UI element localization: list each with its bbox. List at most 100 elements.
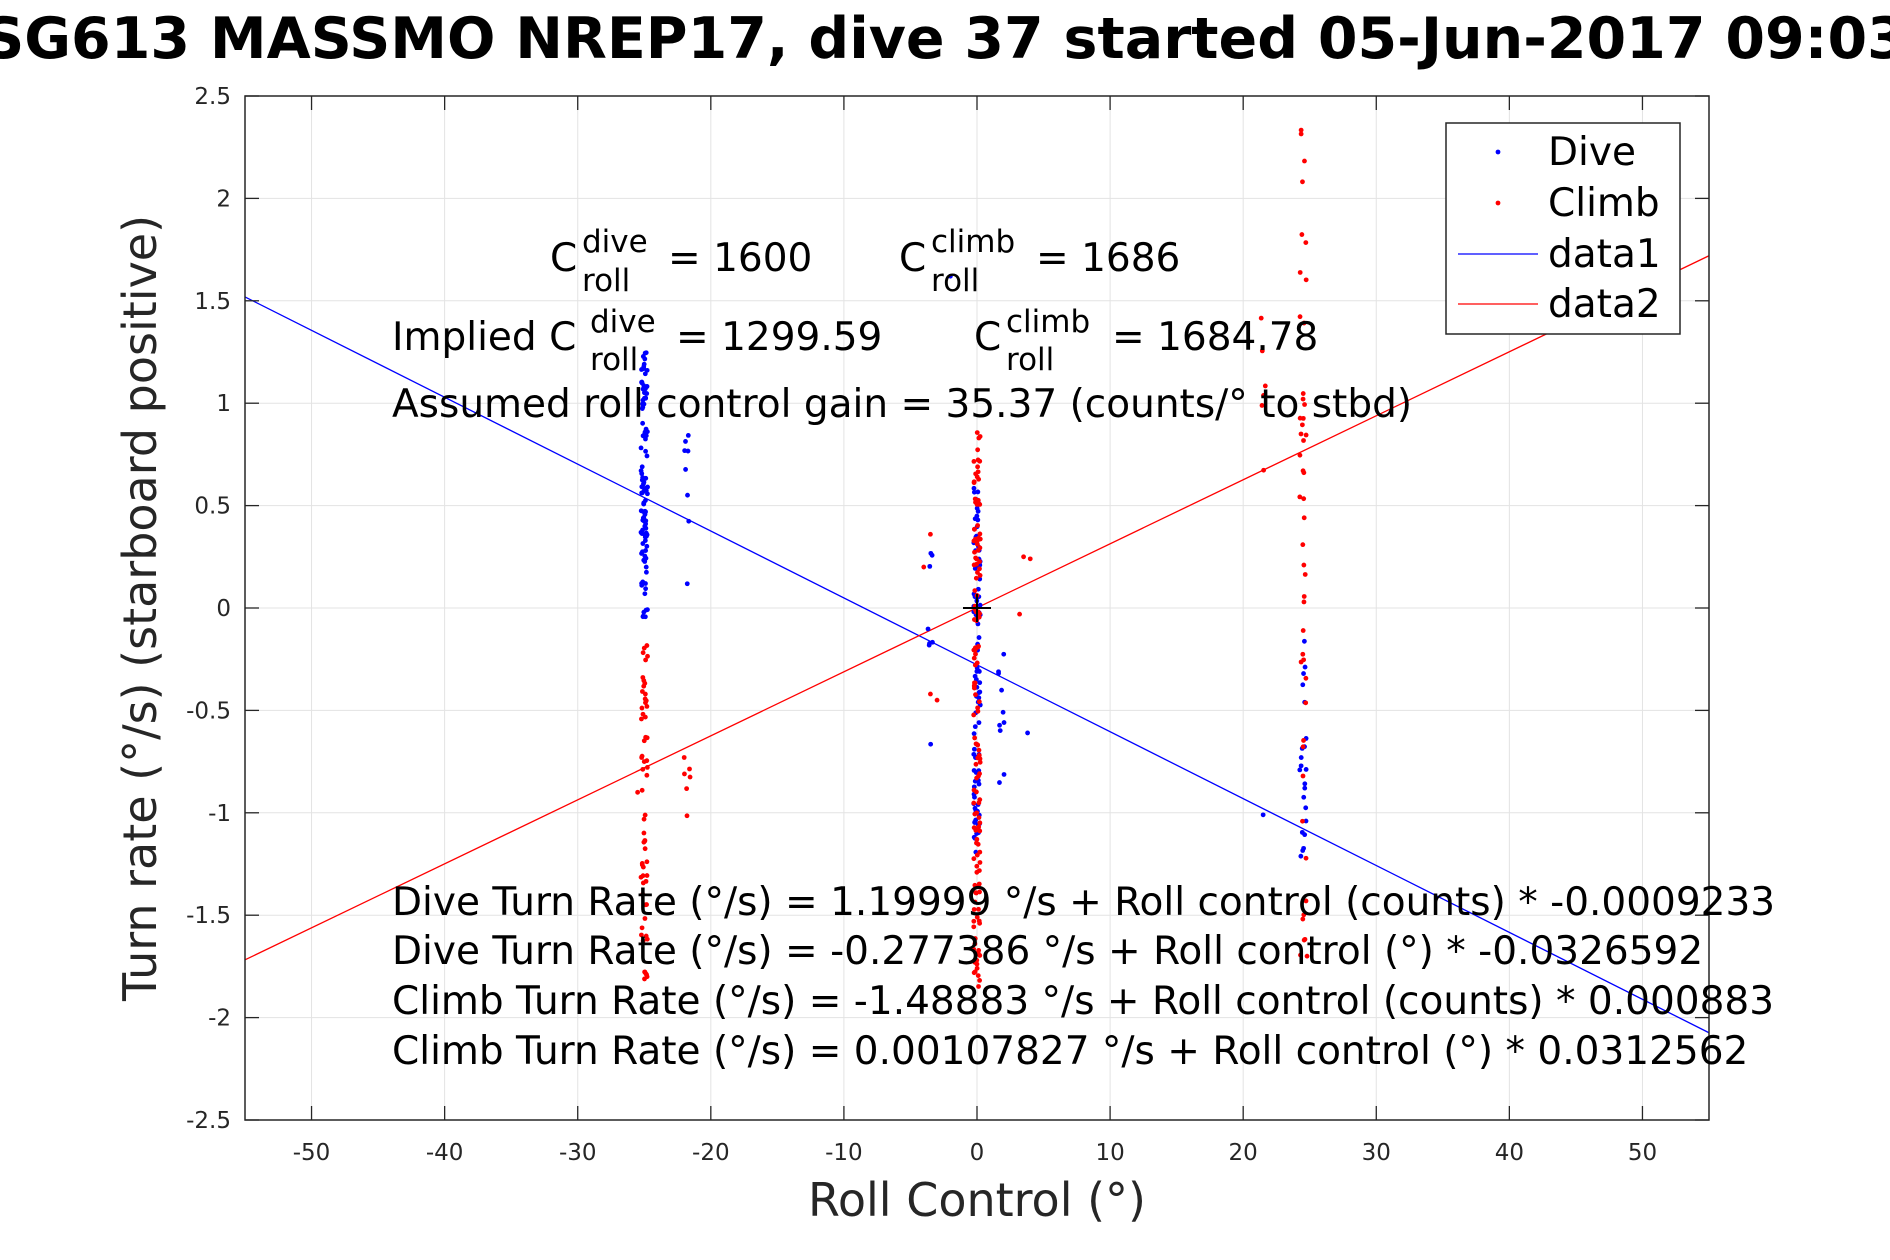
data-point bbox=[1300, 468, 1306, 474]
data-point bbox=[640, 579, 646, 585]
data-point bbox=[643, 902, 649, 908]
data-point bbox=[642, 812, 648, 818]
implied-dive-sup: dive bbox=[590, 304, 656, 340]
y-tick-labels: -2.5 -2 -1.5 -1 -0.5 0 0.5 1 1.5 2 2.5 bbox=[186, 84, 231, 1134]
data-point bbox=[684, 813, 690, 819]
data-point bbox=[971, 538, 977, 544]
data-point bbox=[1301, 594, 1307, 599]
x-tick-label: 20 bbox=[1229, 1140, 1258, 1166]
data-point bbox=[972, 724, 978, 730]
data-point bbox=[972, 588, 978, 594]
data-point bbox=[925, 626, 931, 632]
data-point bbox=[1297, 314, 1303, 320]
data-point bbox=[640, 766, 646, 772]
data-point bbox=[639, 716, 644, 722]
origin-marker bbox=[963, 594, 991, 622]
data-point bbox=[642, 696, 648, 702]
data-point bbox=[972, 899, 978, 905]
data-point bbox=[1261, 467, 1267, 473]
data-point bbox=[999, 687, 1004, 693]
data-point bbox=[641, 366, 647, 372]
data-point bbox=[1302, 664, 1308, 670]
implied-climb-sup: climb bbox=[1006, 304, 1090, 340]
data-point bbox=[971, 685, 977, 691]
data-point bbox=[1260, 812, 1266, 818]
data-point bbox=[642, 386, 648, 392]
data-point bbox=[976, 476, 982, 482]
data-point bbox=[641, 500, 647, 506]
data-point bbox=[972, 882, 978, 888]
data-point bbox=[640, 397, 646, 403]
c-climb-value: = 1686 bbox=[1036, 236, 1180, 281]
data-point bbox=[1301, 515, 1307, 521]
data-point bbox=[644, 936, 650, 942]
data-point bbox=[974, 836, 980, 842]
data-point bbox=[1298, 127, 1304, 133]
x-tick-label: -30 bbox=[559, 1140, 597, 1166]
data-point bbox=[975, 457, 981, 463]
data-point bbox=[971, 746, 977, 752]
data-point bbox=[644, 859, 650, 865]
data-point bbox=[1261, 393, 1266, 398]
y-tick-label: -2.5 bbox=[186, 1108, 231, 1134]
data-point bbox=[971, 712, 977, 718]
data-point bbox=[976, 815, 982, 821]
implied-prefix: Implied C bbox=[392, 315, 576, 360]
data-point bbox=[973, 890, 979, 896]
data-point bbox=[639, 379, 644, 385]
data-point bbox=[643, 564, 649, 570]
data-point bbox=[976, 781, 982, 787]
data-point bbox=[977, 759, 983, 765]
data-point bbox=[972, 647, 978, 653]
legend-box bbox=[1445, 122, 1681, 335]
data-point bbox=[641, 839, 647, 845]
data-point bbox=[977, 797, 983, 803]
legend-climb-label: Climb bbox=[1548, 181, 1660, 226]
data-point bbox=[971, 856, 977, 862]
data-point bbox=[974, 810, 980, 816]
c-dive-value: = 1600 bbox=[668, 236, 812, 281]
implied-climb-value: = 1684.78 bbox=[1112, 315, 1318, 360]
data-point bbox=[926, 642, 932, 648]
data-point bbox=[1299, 422, 1305, 428]
y-tick-label: 0 bbox=[216, 596, 231, 622]
x-tick-label: 40 bbox=[1495, 1140, 1524, 1166]
data-point bbox=[1298, 853, 1304, 859]
equation-3: Climb Turn Rate (°/s) = -1.48883 °/s + R… bbox=[392, 979, 1774, 1024]
data-point bbox=[644, 569, 649, 575]
data-point bbox=[1300, 651, 1306, 657]
c-climb-sub: roll bbox=[931, 263, 979, 299]
data-point bbox=[976, 881, 982, 887]
data-point bbox=[1301, 638, 1307, 644]
data-point bbox=[928, 741, 934, 747]
data-point bbox=[974, 852, 980, 858]
c-climb-label: C bbox=[899, 236, 926, 281]
data-point bbox=[976, 906, 981, 912]
data-point bbox=[1298, 431, 1304, 437]
data-point bbox=[1301, 496, 1307, 502]
data-point bbox=[644, 543, 650, 549]
data-point bbox=[1302, 158, 1307, 164]
data-point bbox=[643, 475, 649, 481]
data-point bbox=[642, 538, 648, 543]
data-point bbox=[974, 430, 980, 436]
data-point bbox=[1301, 320, 1307, 326]
data-point bbox=[975, 447, 981, 453]
data-point bbox=[684, 786, 690, 792]
data-point bbox=[976, 824, 982, 830]
data-point bbox=[687, 774, 693, 780]
data-point bbox=[685, 448, 691, 454]
data-point bbox=[947, 273, 953, 279]
data-point bbox=[977, 602, 983, 608]
data-point bbox=[639, 705, 645, 711]
data-point bbox=[639, 471, 645, 477]
data-point bbox=[971, 751, 977, 757]
data-point bbox=[976, 635, 982, 640]
x-tick-label: -10 bbox=[825, 1140, 863, 1166]
data-point bbox=[642, 559, 648, 564]
data-point bbox=[1303, 432, 1309, 438]
data-point bbox=[643, 448, 648, 454]
data-point bbox=[639, 862, 645, 868]
implied-dive-value: = 1299.59 bbox=[676, 315, 882, 360]
